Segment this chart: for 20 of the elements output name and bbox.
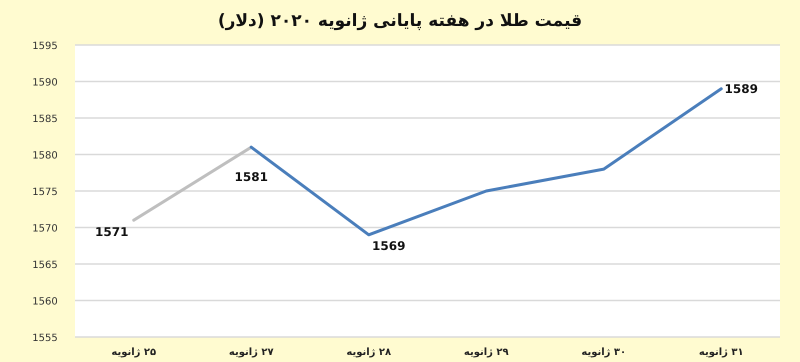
x-tick-label: ۲۹ ژانویه [464, 347, 509, 358]
y-tick-label: 1575 [32, 187, 58, 198]
x-tick-label: ۲۸ ژانویه [346, 347, 392, 358]
y-tick-label: 1560 [32, 296, 58, 308]
y-tick-label: 1580 [32, 150, 58, 162]
y-tick-label: 1565 [32, 260, 58, 271]
data-label: 1589 [724, 82, 758, 96]
y-tick-label: 1595 [32, 41, 58, 52]
x-tick-label: ۳۰ ژانویه [581, 347, 626, 358]
chart-title: قیمت طلا در هفته پایانی ژانویه ۲۰۲۰ (دلار) [218, 11, 582, 31]
y-tick-label: 1570 [32, 224, 58, 234]
y-tick-label: 1590 [32, 78, 58, 88]
data-label: 1571 [95, 225, 128, 240]
x-tick-label: ۳۱ ژانویه [698, 347, 744, 358]
data-label: 1569 [372, 238, 406, 253]
x-tick-label: ۲۵ ژانویه [111, 347, 156, 358]
y-tick-label: 1555 [32, 333, 58, 344]
y-tick-label: 1585 [32, 114, 58, 125]
x-tick-label: ۲۷ ژانویه [228, 347, 274, 358]
data-label: 1581 [234, 170, 268, 184]
